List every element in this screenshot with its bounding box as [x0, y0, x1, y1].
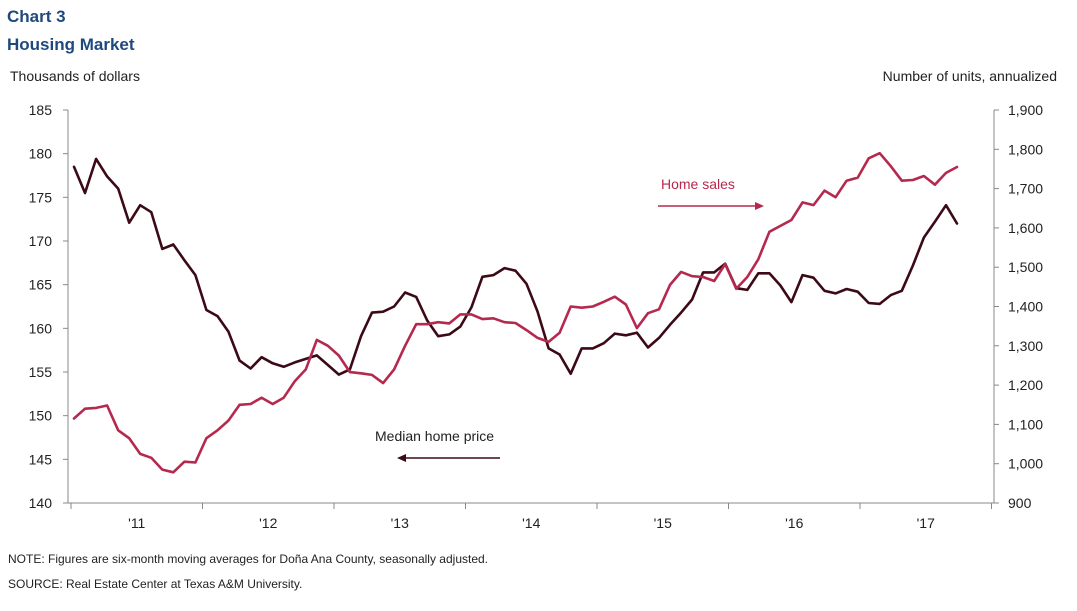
right-axis-title: Number of units, annualized — [882, 68, 1057, 84]
x-tick-label: '17 — [917, 515, 935, 531]
home-sales-arrowhead — [755, 202, 764, 210]
left-tick-label: 175 — [29, 189, 53, 205]
right-tick-label: 1,300 — [1008, 338, 1043, 354]
right-tick-label: 1,600 — [1008, 220, 1043, 236]
chart-note: NOTE: Figures are six-month moving avera… — [8, 552, 489, 566]
annotations: Home sales Median home price — [375, 176, 764, 462]
home-sales-label: Home sales — [661, 176, 735, 192]
left-tick-label: 140 — [29, 495, 53, 511]
left-tick-label: 180 — [29, 146, 53, 162]
left-tick-label: 155 — [29, 364, 53, 380]
median-home-price-line — [72, 157, 959, 376]
left-tick-label: 165 — [29, 277, 53, 293]
x-tick-label: '15 — [654, 515, 672, 531]
right-tick-label: 1,400 — [1008, 299, 1043, 315]
median-home-price-label: Median home price — [375, 428, 494, 444]
chart-source: SOURCE: Real Estate Center at Texas A&M … — [8, 577, 303, 591]
left-tick-label: 185 — [29, 102, 53, 118]
series-layer — [72, 151, 959, 474]
left-tick-label: 150 — [29, 408, 53, 424]
x-tick-label: '12 — [259, 515, 277, 531]
median-home-price-arrowhead — [397, 454, 406, 462]
x-tick-label: '13 — [391, 515, 409, 531]
right-tick-label: 1,800 — [1008, 141, 1043, 157]
x-tick-label: '16 — [785, 515, 803, 531]
left-tick-label: 160 — [29, 320, 53, 336]
x-tick-label: '11 — [128, 515, 145, 531]
chart-title: Housing Market — [7, 35, 135, 54]
right-tick-label: 900 — [1008, 495, 1032, 511]
right-tick-label: 1,000 — [1008, 456, 1043, 472]
right-tick-label: 1,900 — [1008, 102, 1043, 118]
left-tick-label: 145 — [29, 451, 53, 467]
home-sales-line — [72, 151, 959, 474]
axes: 140 145 150 155 160 165 170 175 180 185 900 1,000 1,… — [29, 102, 1044, 531]
x-tick-label: '14 — [522, 515, 540, 531]
right-tick-label: 1,700 — [1008, 181, 1043, 197]
right-tick-label: 1,200 — [1008, 377, 1043, 393]
right-tick-label: 1,100 — [1008, 416, 1043, 432]
left-axis-title: Thousands of dollars — [10, 68, 140, 84]
chart-number: Chart 3 — [7, 7, 66, 26]
left-tick-label: 170 — [29, 233, 53, 249]
right-tick-label: 1,500 — [1008, 259, 1043, 275]
